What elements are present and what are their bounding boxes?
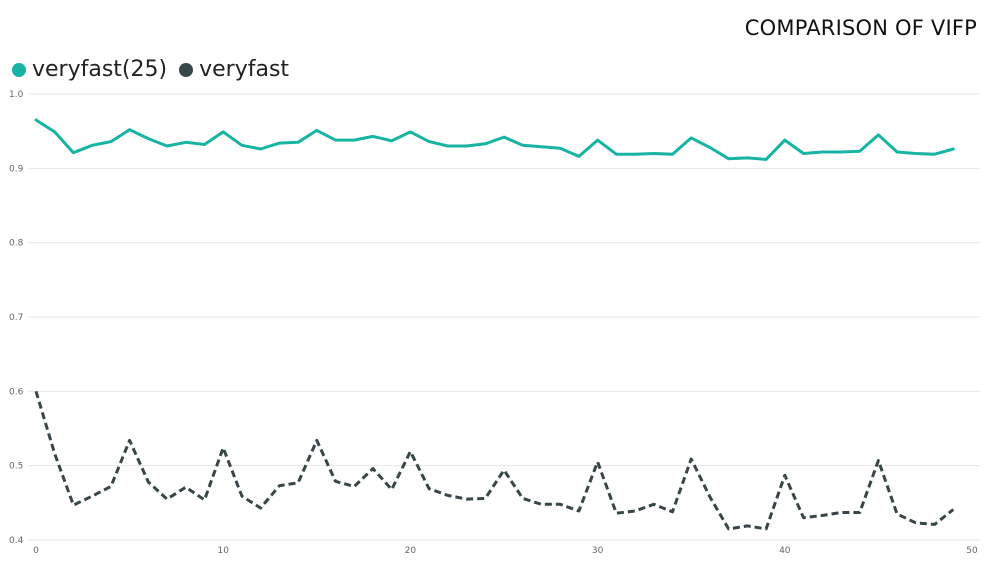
x-tick-label: 20 <box>405 546 417 556</box>
x-tick-label: 40 <box>779 546 791 556</box>
legend-item-veryfast[interactable]: veryfast <box>179 57 289 82</box>
legend-marker-veryfast-25 <box>12 62 26 77</box>
x-tick-label: 50 <box>966 546 978 556</box>
y-tick-label: 0.6 <box>9 387 24 397</box>
legend-marker-veryfast <box>179 62 194 77</box>
legend-item-veryfast-25[interactable]: veryfast(25) <box>12 57 167 82</box>
x-tick-label: 0 <box>33 546 39 556</box>
series-line-veryfast <box>34 390 955 531</box>
y-tick-label: 0.9 <box>9 164 24 174</box>
y-tick-label: 0.7 <box>9 313 23 323</box>
x-tick-label: 10 <box>217 546 229 556</box>
x-tick-label: 30 <box>592 546 604 556</box>
chart-title: COMPARISON OF VIFP <box>744 16 977 40</box>
legend-label-veryfast-25: veryfast(25) <box>32 57 168 82</box>
series-line-veryfast-25 <box>34 118 955 161</box>
y-tick-label: 0.8 <box>9 239 24 249</box>
legend: veryfast(25) veryfast <box>12 57 301 82</box>
y-tick-label: 1.0 <box>9 90 24 100</box>
y-tick-label: 0.4 <box>9 536 24 546</box>
legend-label-veryfast: veryfast <box>199 57 290 82</box>
y-tick-label: 0.5 <box>9 462 23 472</box>
